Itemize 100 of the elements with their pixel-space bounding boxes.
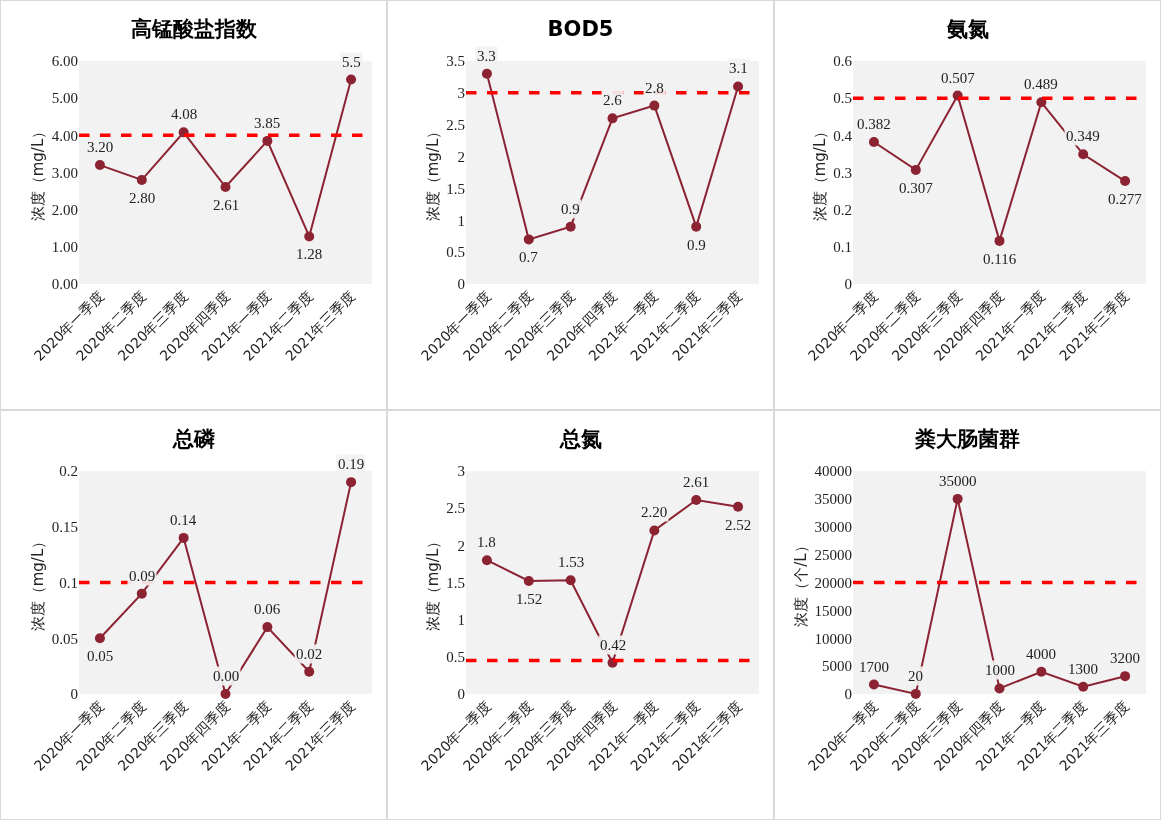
data-label: 2.61	[213, 197, 240, 213]
data-label: 4000	[1026, 646, 1056, 662]
y-tick-label: 0.4	[833, 127, 853, 144]
y-tick-label: 3	[457, 463, 465, 480]
data-label: 2.6	[603, 92, 623, 108]
y-tick-label: 0.1	[59, 574, 78, 591]
point	[220, 689, 231, 699]
point	[1120, 176, 1131, 187]
y-tick-label: 1.5	[446, 574, 465, 591]
data-label: 0.05	[87, 648, 114, 664]
point	[1078, 149, 1089, 160]
point	[868, 679, 879, 690]
point	[649, 100, 660, 111]
point	[262, 622, 273, 633]
point	[733, 81, 744, 92]
data-label: 1000	[985, 662, 1015, 678]
y-tick-label: 3.5	[446, 53, 465, 70]
data-label: 0.42	[600, 637, 627, 653]
point	[733, 501, 744, 512]
data-label: 5.5	[342, 54, 361, 70]
y-axis-title: 浓度（mg/L）	[29, 123, 47, 222]
chart-title: 总磷	[171, 427, 216, 452]
y-axis-title: 浓度（mg/L）	[423, 123, 442, 222]
point	[910, 688, 921, 699]
data-label: 2.8	[645, 80, 664, 96]
y-tick-label: 5.00	[51, 90, 78, 107]
y-tick-label: 0	[844, 276, 852, 293]
point	[220, 182, 231, 192]
y-tick-label: 0.6	[833, 53, 853, 70]
chart-title: 氨氮	[945, 17, 989, 42]
data-label: 1700	[859, 659, 889, 675]
y-tick-label: 2.00	[51, 201, 78, 218]
data-label: 3.3	[477, 48, 496, 64]
point	[178, 532, 189, 543]
data-label: 0.9	[561, 201, 580, 217]
y-tick-label: 3.00	[51, 164, 78, 181]
y-tick-label: 0.5	[833, 90, 852, 107]
point	[565, 575, 576, 586]
y-axis-title: 浓度（mg/L）	[29, 533, 47, 632]
y-tick-label: 2.5	[446, 500, 465, 517]
y-tick-label: 0.5	[446, 244, 465, 261]
y-tick-label: 4.00	[51, 127, 78, 144]
y-tick-label: 2.5	[446, 116, 465, 133]
point	[607, 113, 618, 124]
data-label: 2.61	[683, 474, 710, 490]
y-tick-label: 1	[457, 611, 465, 628]
y-tick-label: 1	[457, 212, 465, 229]
y-tick-label: 30000	[814, 519, 852, 535]
y-tick-label: 3	[457, 85, 465, 102]
data-label: 0.19	[338, 456, 365, 472]
point	[94, 633, 105, 644]
y-tick-label: 0.15	[51, 519, 78, 535]
y-tick-label: 0	[457, 276, 465, 293]
y-tick-label: 1.00	[51, 239, 78, 256]
point	[94, 160, 105, 171]
data-label: 0.116	[983, 251, 1017, 267]
point	[1036, 97, 1047, 108]
data-label: 1.53	[558, 554, 585, 570]
data-label: 0.02	[296, 646, 323, 662]
data-label: 2.20	[641, 504, 668, 520]
point	[523, 576, 534, 587]
y-tick-label: 5000	[822, 658, 852, 675]
y-axis-title: 浓度（个/L）	[791, 538, 810, 627]
data-label: 0.307	[899, 180, 934, 196]
chart-title: 总氮	[558, 427, 602, 452]
y-tick-label: 6.00	[51, 53, 78, 70]
point	[1078, 681, 1089, 692]
y-tick-label: 0.2	[59, 463, 78, 480]
point	[649, 525, 660, 536]
data-label: 1.52	[516, 591, 543, 607]
point	[481, 68, 492, 79]
point	[994, 235, 1005, 246]
point	[481, 555, 492, 566]
y-tick-label: 40000	[814, 463, 852, 480]
chart-title: BOD5	[547, 17, 614, 42]
data-label: 3200	[1110, 650, 1140, 666]
y-tick-label: 0.05	[51, 630, 78, 647]
y-tick-label: 2	[457, 148, 465, 165]
point	[691, 221, 702, 232]
point	[1036, 666, 1047, 677]
point	[346, 74, 357, 85]
y-tick-label: 25000	[814, 546, 852, 563]
point	[136, 588, 147, 599]
point	[994, 683, 1005, 694]
data-label: 3.20	[87, 139, 114, 155]
data-label: 0.14	[170, 512, 197, 528]
data-label: 0.00	[213, 668, 240, 684]
point	[691, 494, 702, 505]
data-label: 20	[908, 668, 923, 684]
data-label: 0.507	[941, 70, 976, 86]
y-tick-label: 0	[70, 686, 78, 703]
data-label: 0.09	[129, 568, 156, 584]
y-tick-label: 0.1	[833, 239, 852, 256]
chart-title: 高锰酸盐指数	[130, 17, 258, 42]
data-label: 1300	[1068, 661, 1098, 677]
data-label: 3.1	[729, 60, 748, 76]
data-label: 35000	[939, 473, 977, 489]
data-label: 0.06	[254, 601, 281, 617]
y-tick-label: 0.5	[446, 649, 465, 666]
y-tick-label: 15000	[814, 602, 852, 619]
